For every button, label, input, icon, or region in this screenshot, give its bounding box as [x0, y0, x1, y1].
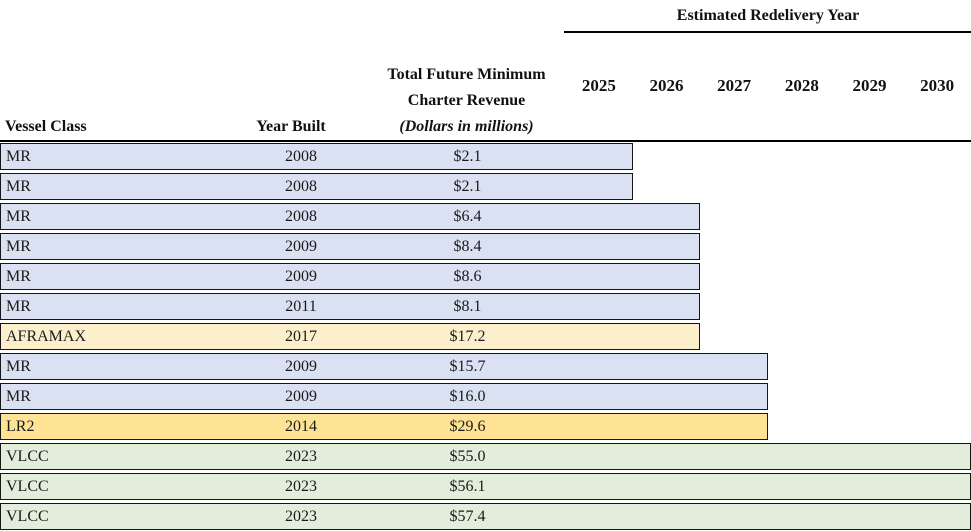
- year-built-cell: 2008: [285, 178, 317, 195]
- revenue-cell: $2.1: [453, 178, 482, 195]
- year-built-cell: 2009: [285, 238, 317, 255]
- year-built-cell: 2017: [285, 328, 317, 345]
- header-rule: [0, 140, 971, 142]
- vessel-class-cell: VLCC: [6, 508, 49, 525]
- year-built-cell: 2014: [285, 418, 317, 435]
- vessel-row: MR 2008 $6.4: [0, 203, 700, 230]
- year-label-2027: 2027: [717, 76, 752, 95]
- vessel-row: MR 2008 $2.1: [0, 173, 633, 200]
- revenue-cell: $57.4: [449, 508, 486, 525]
- year-label-2029: 2029: [852, 76, 887, 95]
- year-label-2030: 2030: [920, 76, 955, 95]
- year-built-cell: 2009: [285, 268, 317, 285]
- revenue-cell: $55.0: [449, 448, 486, 465]
- vessel-class-cell: AFRAMAX: [6, 328, 87, 345]
- year-label-2028: 2028: [784, 76, 819, 95]
- vessel-row: VLCC 2023 $55.0: [0, 443, 971, 470]
- year-built-cell: 2009: [285, 358, 317, 375]
- chart-title: Estimated Redelivery Year: [676, 7, 860, 24]
- vessel-class-cell: LR2: [6, 418, 35, 435]
- col-header-revenue-line2: Charter Revenue: [407, 92, 526, 109]
- vessel-row: AFRAMAX 2017 $17.2: [0, 323, 700, 350]
- vessel-row: LR2 2014 $29.6: [0, 413, 768, 440]
- revenue-cell: $56.1: [449, 478, 486, 495]
- vessel-class-cell: MR: [6, 148, 31, 165]
- vessel-row: MR 2009 $15.7: [0, 353, 768, 380]
- vessel-class-cell: MR: [6, 178, 31, 195]
- revenue-cell: $8.4: [453, 238, 482, 255]
- vessel-class-cell: MR: [6, 238, 31, 255]
- year-built-cell: 2011: [285, 298, 317, 315]
- revenue-cell: $17.2: [449, 328, 486, 345]
- vessel-row: VLCC 2023 $56.1: [0, 473, 971, 500]
- vessel-row: VLCC 2023 $57.4: [0, 503, 971, 530]
- revenue-cell: $8.6: [453, 268, 482, 285]
- year-label-2026: 2026: [649, 76, 684, 95]
- col-header-year-built: Year Built: [256, 118, 326, 135]
- revenue-cell: $8.1: [453, 298, 482, 315]
- year-built-cell: 2023: [285, 508, 317, 525]
- vessel-row: MR 2008 $2.1: [0, 143, 633, 170]
- revenue-cell: $2.1: [453, 148, 482, 165]
- year-built-cell: 2008: [285, 208, 317, 225]
- year-built-cell: 2023: [285, 448, 317, 465]
- revenue-cell: $15.7: [449, 358, 486, 375]
- revenue-cell: $16.0: [449, 388, 486, 405]
- revenue-cell: $29.6: [449, 418, 486, 435]
- vessel-class-cell: MR: [6, 358, 31, 375]
- col-header-vessel-class: Vessel Class: [5, 118, 87, 135]
- vessel-row: MR 2009 $16.0: [0, 383, 768, 410]
- col-header-revenue-line3: (Dollars in millions): [399, 118, 534, 135]
- year-built-cell: 2008: [285, 148, 317, 165]
- year-built-cell: 2009: [285, 388, 317, 405]
- vessel-class-cell: VLCC: [6, 478, 49, 495]
- revenue-cell: $6.4: [453, 208, 482, 225]
- col-header-revenue-line1: Total Future Minimum: [387, 66, 546, 83]
- col-header-revenue: Total Future Minimum Charter Revenue (Do…: [373, 62, 560, 140]
- vessel-class-cell: MR: [6, 298, 31, 315]
- vessel-class-cell: MR: [6, 208, 31, 225]
- vessel-row: MR 2009 $8.4: [0, 233, 700, 260]
- year-label-2025: 2025: [581, 76, 616, 95]
- vessel-row: MR 2009 $8.6: [0, 263, 700, 290]
- vessel-class-cell: VLCC: [6, 448, 49, 465]
- vessel-class-cell: MR: [6, 388, 31, 405]
- vessel-row: MR 2011 $8.1: [0, 293, 700, 320]
- year-built-cell: 2023: [285, 478, 317, 495]
- vessel-class-cell: MR: [6, 268, 31, 285]
- title-underline: [564, 31, 971, 33]
